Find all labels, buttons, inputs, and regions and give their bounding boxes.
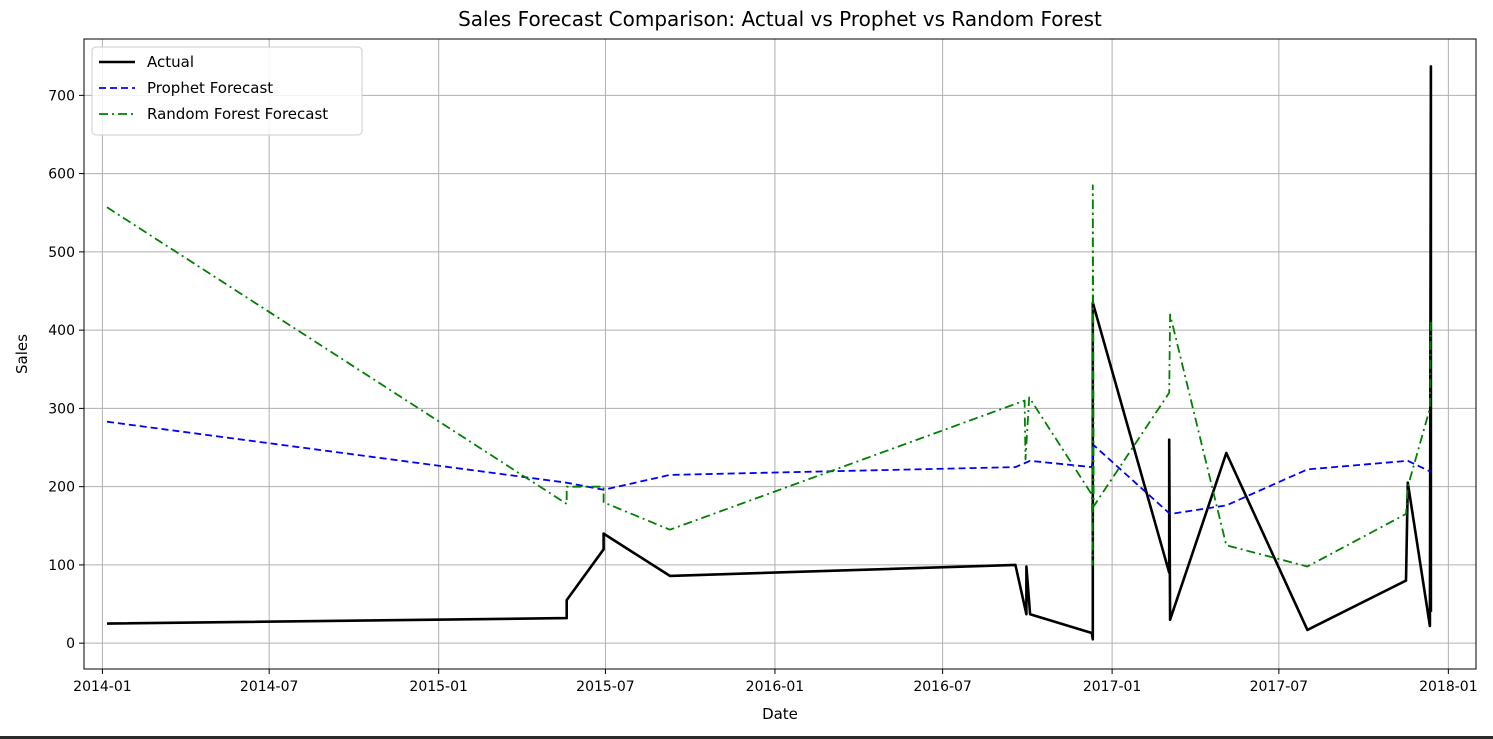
series-line-random-forest-forecast: [106, 184, 1432, 568]
axes-frame: [83, 38, 1477, 670]
y-tick-label: 600: [48, 167, 75, 183]
x-tick-label: 2015-01: [409, 679, 468, 695]
ticks-layer: 2014-01 2014-07 2015-01 2015-07 2016-01 2016-…: [48, 88, 1477, 695]
y-tick-label: 700: [48, 88, 75, 104]
y-tick-label: 100: [48, 558, 75, 574]
grid: [84, 39, 1476, 669]
y-tick-label: 300: [48, 401, 75, 417]
y-tick-label: 0: [66, 636, 75, 652]
y-tick-label: 400: [48, 323, 75, 339]
x-tick-label: 2018-01: [1419, 679, 1478, 695]
legend-label: Actual: [147, 53, 194, 71]
legend: Actual Prophet Forecast Random Forest Fore…: [91, 46, 363, 136]
x-tick-label: 2014-01: [73, 679, 132, 695]
series-layer: [106, 65, 1433, 641]
chart-title: Sales Forecast Comparison: Actual vs Pro…: [458, 7, 1102, 31]
legend-label: Random Forest Forecast: [147, 105, 328, 123]
x-tick-label: 2014-07: [240, 679, 299, 695]
legend-box: [91, 46, 363, 136]
y-tick-label: 500: [48, 245, 75, 261]
legend-label: Prophet Forecast: [147, 79, 273, 97]
x-tick-label: 2016-01: [746, 679, 805, 695]
x-tick-label: 2016-07: [913, 679, 972, 695]
x-axis-label: Date: [762, 705, 798, 723]
series-line-prophet-forecast: [106, 420, 1432, 515]
x-tick-label: 2017-07: [1250, 679, 1309, 695]
y-tick-label: 200: [48, 480, 75, 496]
series-line-actual: [106, 65, 1433, 641]
x-tick-label: 2017-01: [1083, 679, 1142, 695]
x-tick-label: 2015-07: [576, 679, 635, 695]
y-axis-label: Sales: [13, 334, 31, 374]
